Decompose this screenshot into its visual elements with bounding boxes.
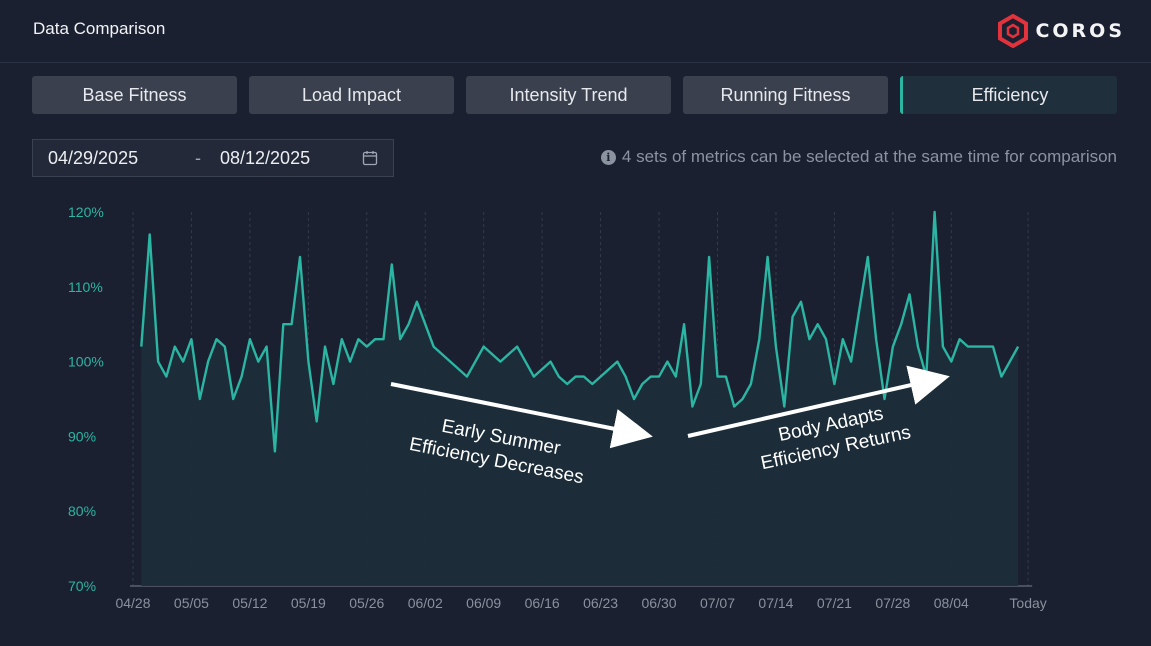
coros-hexagon-icon: [998, 14, 1029, 48]
tab-running-fitness[interactable]: Running Fitness: [683, 76, 888, 114]
x-tick-label: 07/21: [817, 595, 852, 611]
brand-logo: COROS: [997, 14, 1125, 48]
date-range-picker[interactable]: 04/29/2025 - 08/12/2025: [32, 139, 394, 177]
header-bar: Data Comparison COROS: [0, 0, 1151, 63]
y-tick-label: 80%: [68, 503, 96, 519]
tab-load-impact[interactable]: Load Impact: [249, 76, 454, 114]
x-tick-label: 06/16: [525, 595, 560, 611]
x-tick-label: 06/23: [583, 595, 618, 611]
start-date-input[interactable]: 04/29/2025: [48, 147, 139, 168]
x-tick-label: 07/28: [875, 595, 910, 611]
x-tick-label: 05/12: [232, 595, 267, 611]
tab-base-fitness[interactable]: Base Fitness: [32, 76, 237, 114]
x-tick-label: 05/05: [174, 595, 209, 611]
y-tick-label: 120%: [68, 204, 104, 220]
x-tick-label: 06/09: [466, 595, 501, 611]
hint-text: 4 sets of metrics can be selected at the…: [621, 147, 1117, 166]
series-area: [141, 212, 1019, 586]
end-date-input[interactable]: 08/12/2025: [220, 147, 311, 168]
y-tick-label: 100%: [68, 354, 104, 370]
x-tick-label: 06/02: [408, 595, 443, 611]
efficiency-chart: 04/28 05/05 05/12 05/19 05/26 06/02 06/09 06/16…: [68, 204, 1047, 611]
y-tick-label: 110%: [68, 279, 103, 295]
date-separator: -: [195, 147, 201, 168]
tab-efficiency[interactable]: Efficiency: [900, 76, 1117, 114]
x-tick-label: 06/30: [642, 595, 677, 611]
x-tick-label: 04/28: [115, 595, 150, 611]
tab-intensity-trend[interactable]: Intensity Trend: [466, 76, 671, 114]
y-tick-label: 90%: [68, 428, 96, 444]
metric-tabs: Base Fitness Load Impact Intensity Trend…: [32, 76, 1117, 114]
info-icon: i: [600, 149, 616, 165]
return-arrow: [687, 365, 950, 438]
x-tick-label: Today: [1009, 595, 1046, 611]
x-tick-label: 05/19: [291, 595, 326, 611]
page-title: Data Comparison: [33, 19, 166, 38]
comparison-hint: i 4 sets of metrics can be selected at t…: [600, 147, 1117, 167]
calendar-icon[interactable]: [362, 150, 378, 166]
x-tick-label: 07/14: [758, 595, 793, 611]
x-tick-label: 08/04: [934, 595, 969, 611]
decrease-arrow: [390, 382, 653, 449]
x-tick-label: 07/07: [700, 595, 735, 611]
x-tick-label: 05/26: [349, 595, 384, 611]
brand-name: COROS: [1035, 20, 1125, 42]
y-tick-label: 70%: [68, 578, 96, 594]
